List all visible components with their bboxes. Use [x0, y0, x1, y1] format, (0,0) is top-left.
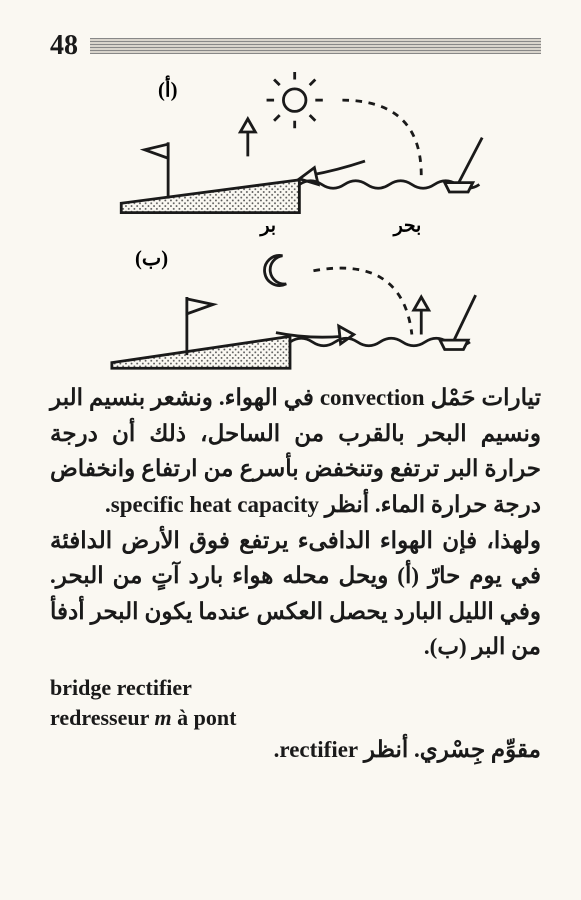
paragraph-1: تيارات حَمْل convection في الهواء. ونشعر…	[50, 380, 541, 523]
night-flag-icon	[187, 297, 213, 355]
entry-en-line1: bridge rectifier	[50, 673, 541, 703]
entry-fr-m: m	[155, 705, 172, 730]
night-up-arrow-icon	[414, 297, 429, 335]
day-boat-icon	[445, 138, 483, 192]
entry-arabic: مقوِّم جِسْري. أنظر rectifier.	[50, 737, 541, 763]
entry-fr-line: redresseur m à pont	[50, 703, 541, 733]
header-row: 48	[50, 30, 541, 62]
night-convection-arc	[313, 268, 411, 334]
convection-diagram: (أ)	[50, 72, 541, 372]
entry-fr-word1: redresseur	[50, 705, 155, 730]
header-texture-bar	[90, 38, 541, 54]
sea-label-a: بحر	[392, 215, 422, 236]
p1-a: تيارات حَمْل	[425, 385, 541, 410]
diagram-svg: (أ)	[50, 72, 530, 372]
panel-b-label: (ب)	[135, 248, 168, 270]
p1-latin-convection: convection	[320, 385, 425, 410]
day-up-arrow-icon	[240, 119, 255, 157]
panel-a-label: (أ)	[158, 74, 177, 101]
page-number: 48	[50, 30, 78, 62]
night-boat-icon	[440, 295, 476, 349]
paragraph-2: ولهذا، فإن الهواء الدافىء يرتفع فوق الأر…	[50, 523, 541, 666]
p1-latin-specific-heat: specific heat capacity	[111, 492, 319, 517]
entry-ar-latin: rectifier	[279, 737, 358, 762]
land-label-a: بر	[258, 215, 276, 236]
sun-icon	[267, 72, 323, 128]
page: 48 (أ)	[0, 0, 581, 900]
moon-icon	[265, 255, 287, 285]
entry-ar-pre: مقوِّم جِسْري. أنظر	[358, 737, 541, 762]
entry-fr-rest: à pont	[172, 705, 237, 730]
day-flag-icon	[145, 142, 168, 198]
entry-english: bridge rectifier redresseur m à pont	[50, 673, 541, 732]
day-land	[121, 180, 299, 213]
night-land	[112, 336, 290, 368]
